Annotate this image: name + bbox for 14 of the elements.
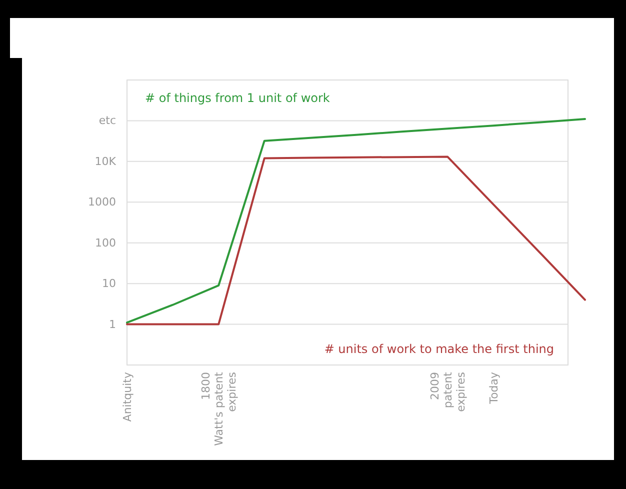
y-tick-label: 10	[102, 277, 116, 290]
y-tick-label: etc	[98, 114, 116, 128]
x-tick-label: Today	[487, 372, 500, 405]
x-tick-label: 2009 patent expires	[428, 371, 468, 412]
y-tick-label: 1	[109, 318, 116, 331]
text: # units of work to make the first thing	[324, 342, 554, 356]
y-tick-label: 1000	[88, 196, 116, 209]
line-series	[126, 156, 586, 326]
x-tick-label: 1800 Watt's patent expires	[200, 371, 239, 446]
y-tick-label: 100	[95, 236, 116, 250]
x-tick-label: Anitquity	[121, 372, 134, 422]
text: # of things from 1 unit of work	[145, 91, 330, 105]
y-tick-label: 10K	[94, 154, 117, 168]
line-series	[126, 118, 586, 324]
